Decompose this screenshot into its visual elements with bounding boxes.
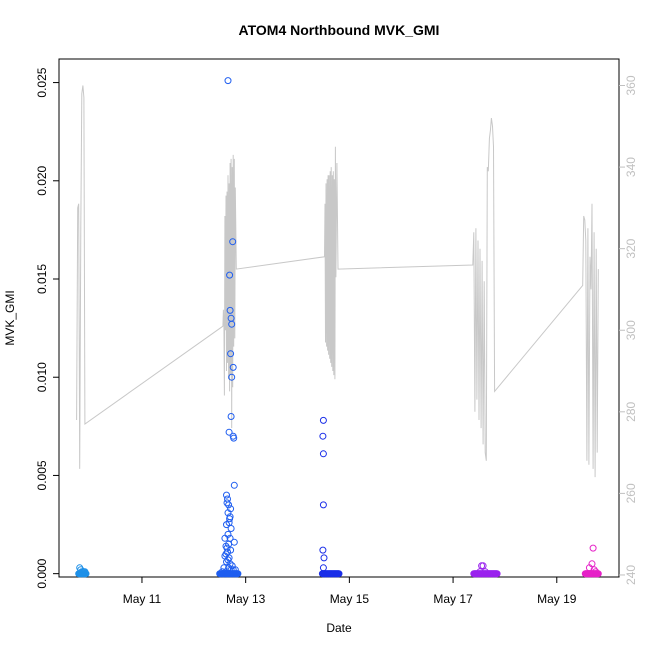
data-point <box>319 546 327 554</box>
data-point <box>493 570 501 578</box>
y-axis-label: MVK_GMI <box>3 290 17 345</box>
secondary-series-layer <box>76 85 599 478</box>
y2-tick-label: 240 <box>624 565 638 585</box>
y-tick-label: 0.015 <box>35 264 49 294</box>
chart-title: ATOM4 Northbound MVK_GMI <box>239 22 440 38</box>
data-point <box>476 568 484 576</box>
data-point <box>590 566 598 574</box>
data-point <box>81 568 89 576</box>
data-point <box>319 416 327 424</box>
data-point <box>222 568 230 576</box>
data-point <box>479 562 487 570</box>
y2-tick-label: 340 <box>624 157 638 177</box>
data-point <box>224 77 232 85</box>
data-point <box>228 320 236 328</box>
data-point <box>226 271 234 279</box>
x-tick-label: May 11 <box>123 592 162 606</box>
data-point <box>227 413 235 420</box>
y2-tick-label: 360 <box>624 75 638 95</box>
scatter-points-layer <box>75 77 602 578</box>
x-tick-label: May 17 <box>433 592 473 606</box>
y-axis: 0.000 0.005 0.010 0.015 0.020 0.025 <box>35 67 59 589</box>
y-tick-label: 0.000 <box>35 558 49 588</box>
data-point <box>589 544 597 552</box>
data-point <box>229 363 237 371</box>
x-tick-label: May 13 <box>226 592 266 606</box>
y-tick-label: 0.005 <box>35 460 49 490</box>
data-point <box>230 538 238 546</box>
data-point <box>226 306 234 314</box>
x-axis-label: Date <box>326 621 352 635</box>
x-tick-label: May 19 <box>537 592 577 606</box>
data-point <box>228 373 236 381</box>
data-point <box>320 554 328 562</box>
data-point <box>585 564 593 572</box>
data-point <box>218 568 226 576</box>
data-point <box>226 515 234 523</box>
data-point <box>223 499 231 507</box>
data-point <box>227 525 235 532</box>
data-point <box>227 350 235 358</box>
y2-tick-label: 260 <box>624 483 638 503</box>
data-point <box>231 566 239 574</box>
y2-tick-label: 300 <box>624 320 638 340</box>
data-point <box>220 564 228 572</box>
data-point <box>225 428 233 436</box>
data-point <box>230 434 238 442</box>
secondary-series-line <box>76 85 599 478</box>
data-point <box>223 521 230 529</box>
data-point <box>225 501 233 509</box>
data-point <box>319 432 327 440</box>
data-point <box>592 568 600 576</box>
x-axis: May 11 May 13 May 15 May 17 May 19 <box>123 577 577 606</box>
data-point <box>319 450 327 458</box>
data-point <box>230 481 238 489</box>
data-point <box>221 534 229 542</box>
secondary-y-axis: 240 260 280 300 320 340 360 <box>619 75 638 585</box>
data-point <box>223 491 230 499</box>
y2-tick-label: 280 <box>624 401 638 421</box>
y-tick-label: 0.025 <box>35 67 49 97</box>
y2-tick-label: 320 <box>624 238 638 258</box>
y-tick-label: 0.010 <box>35 362 49 392</box>
data-point <box>223 558 230 566</box>
data-point <box>335 570 343 578</box>
data-point <box>319 564 327 572</box>
y-tick-label: 0.020 <box>35 165 49 195</box>
plot-frame <box>58 58 620 578</box>
data-point <box>229 238 237 246</box>
data-point <box>319 501 327 509</box>
data-point <box>224 556 232 564</box>
data-point <box>229 566 237 574</box>
data-point <box>481 568 489 576</box>
x-tick-label: May 15 <box>330 592 370 606</box>
